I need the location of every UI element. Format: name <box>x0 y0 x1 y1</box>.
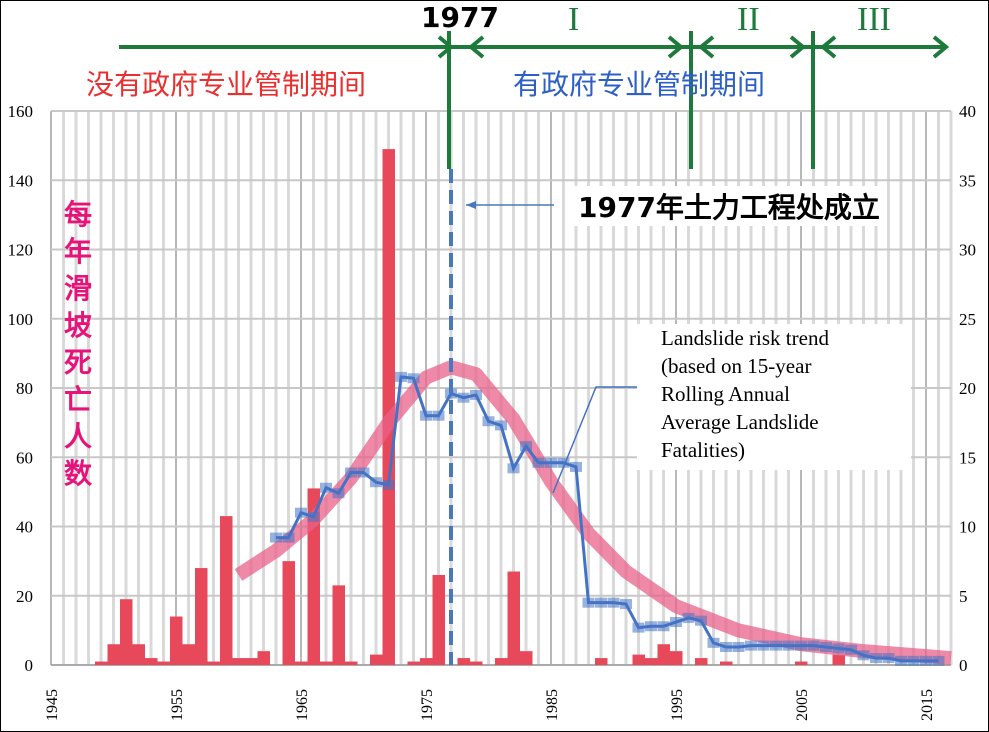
arrowhead <box>667 35 685 59</box>
bar <box>507 571 520 665</box>
period-after-label: 有政府专业管制期间 <box>513 68 766 101</box>
bar <box>170 616 183 665</box>
bar <box>182 644 195 665</box>
bar <box>132 644 145 665</box>
legend-line: Landslide risk trend <box>661 326 829 350</box>
bar <box>382 149 395 665</box>
bar <box>307 488 320 665</box>
bar <box>657 644 670 665</box>
bar <box>120 599 133 665</box>
bar <box>420 658 433 665</box>
legend-box: Landslide risk trend (based on 15-year R… <box>637 324 911 470</box>
y-tick-label: 20 <box>16 587 33 606</box>
y-tick-label: 120 <box>8 241 34 260</box>
phase-3-label: III <box>857 1 891 38</box>
y2-tick-label: 10 <box>959 518 976 537</box>
bar <box>332 585 345 665</box>
x-tick-label: 2005 <box>794 689 811 721</box>
bar <box>632 654 645 665</box>
arrowhead <box>789 35 807 59</box>
x-tick-label: 2015 <box>919 689 936 721</box>
x-tick-label: 1955 <box>169 689 186 721</box>
bar <box>370 654 383 665</box>
bar <box>695 658 708 665</box>
bar <box>345 661 358 665</box>
arrowhead <box>697 35 715 59</box>
legend-line: Rolling Annual <box>661 382 790 406</box>
x-tick-label: 1995 <box>669 689 686 721</box>
y2-tick-label: 35 <box>959 171 976 190</box>
bar <box>320 661 333 665</box>
phase-1-label: I <box>568 1 580 38</box>
y-tick-label: 0 <box>25 656 34 675</box>
arrowhead <box>467 35 485 59</box>
bar <box>645 658 658 665</box>
bar <box>470 661 483 665</box>
bar <box>207 661 220 665</box>
bar <box>832 654 845 665</box>
bar <box>595 658 608 665</box>
x-tick-label: 1985 <box>544 689 561 721</box>
bar <box>295 661 308 665</box>
legend-line: Average Landslide <box>661 410 819 434</box>
arrowhead <box>932 35 950 59</box>
y-tick-label: 140 <box>8 171 34 190</box>
y2-tick-label: 20 <box>959 379 976 398</box>
y-tick-label: 80 <box>16 379 33 398</box>
bar <box>232 658 245 665</box>
y-tick-label: 160 <box>8 102 34 121</box>
bar <box>107 644 120 665</box>
y2-tick-label: 25 <box>959 310 976 329</box>
x-tick-label: 1945 <box>44 689 61 721</box>
bar <box>432 574 445 665</box>
bar <box>257 651 270 665</box>
bar <box>407 661 420 665</box>
phase-2-label: II <box>737 1 760 38</box>
bar <box>195 568 208 665</box>
period-before-label: 没有政府专业管制期间 <box>86 68 367 101</box>
event-annotation: 1977年土力工程处成立 <box>574 186 884 226</box>
bar <box>495 658 508 665</box>
legend-line: (based on 15-year <box>661 354 812 378</box>
bar <box>282 561 295 665</box>
x-tick-label: 1975 <box>419 689 436 721</box>
bar <box>157 661 170 665</box>
x-tick-label: 1965 <box>294 689 311 721</box>
bar <box>145 658 158 665</box>
y-tick-label: 40 <box>16 518 33 537</box>
bar <box>520 651 533 665</box>
arrowhead <box>819 35 837 59</box>
bar <box>457 658 470 665</box>
bar <box>245 658 258 665</box>
event-pointer-arrowhead <box>466 201 476 209</box>
year-marker-label: 1977 <box>421 1 499 34</box>
bar <box>670 651 683 665</box>
y2-tick-label: 5 <box>959 587 968 606</box>
bar <box>720 661 733 665</box>
y2-tick-label: 0 <box>959 656 968 675</box>
bar <box>220 516 233 665</box>
bar <box>795 661 808 665</box>
y2-tick-label: 30 <box>959 241 976 260</box>
y-tick-label: 100 <box>8 310 34 329</box>
y2-tick-label: 40 <box>959 102 976 121</box>
bar <box>95 661 108 665</box>
rolling-average-line <box>276 375 939 663</box>
y2-tick-label: 15 <box>959 448 976 467</box>
legend-pointer <box>552 386 637 494</box>
y-axis-label: 每年滑坡死亡人数 <box>63 198 92 490</box>
legend-line: Fatalities) <box>661 438 745 462</box>
y-tick-label: 60 <box>16 448 33 467</box>
